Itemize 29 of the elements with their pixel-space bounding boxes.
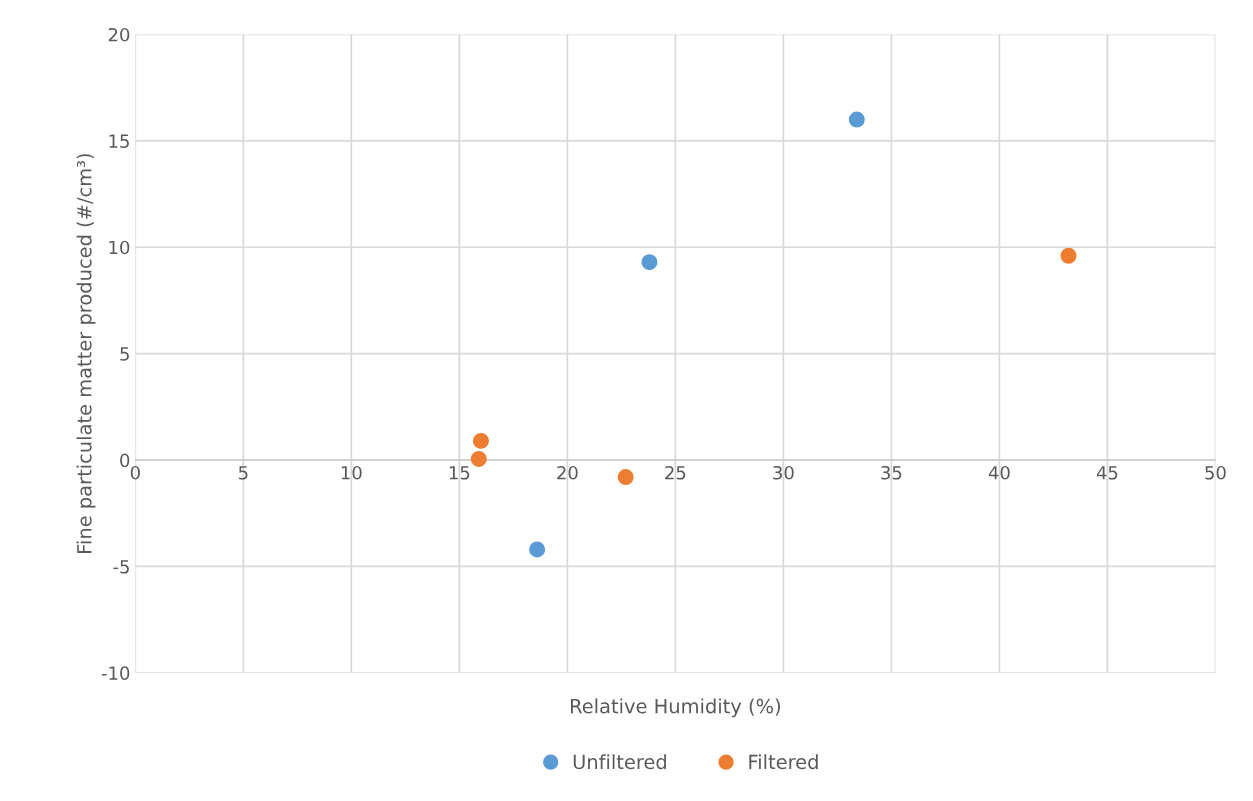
- point: [1060, 247, 1077, 264]
- y-tick-label: 10: [109, 240, 130, 255]
- point: [641, 254, 658, 271]
- x-tick-label: 50: [1205, 465, 1226, 480]
- x-tick-label: 45: [1096, 466, 1118, 480]
- legend-label: Filtered: [749, 754, 818, 770]
- x-tick-label: 40: [988, 465, 1010, 480]
- point: [529, 541, 546, 558]
- point: [617, 469, 634, 486]
- y-tick-label: -5: [113, 560, 129, 574]
- y-tick-label: 5: [120, 347, 129, 361]
- x-tick-label: 30: [773, 465, 794, 480]
- point: [472, 432, 489, 449]
- y-tick-label: 0: [120, 453, 130, 468]
- x-tick-label: 15: [449, 466, 470, 480]
- y-axis-title: Fine particulate matter produced (#/cm³): [76, 154, 96, 553]
- x-axis-title: Relative Humidity (%): [570, 698, 780, 718]
- x-tick-label: 20: [557, 465, 578, 480]
- x-tick-label: 10: [341, 465, 362, 480]
- x-tick-label: 5: [238, 466, 248, 480]
- point: [470, 450, 487, 467]
- x-tick-label: 0: [130, 465, 140, 480]
- y-tick-label: 20: [108, 27, 130, 42]
- x-tick-label: 35: [881, 465, 902, 480]
- y-tick-label: -10: [101, 666, 130, 680]
- legend-label: Unfiltered: [573, 754, 666, 770]
- point: [848, 111, 865, 128]
- y-tick-label: 15: [109, 134, 129, 148]
- x-tick-label: 25: [665, 465, 686, 480]
